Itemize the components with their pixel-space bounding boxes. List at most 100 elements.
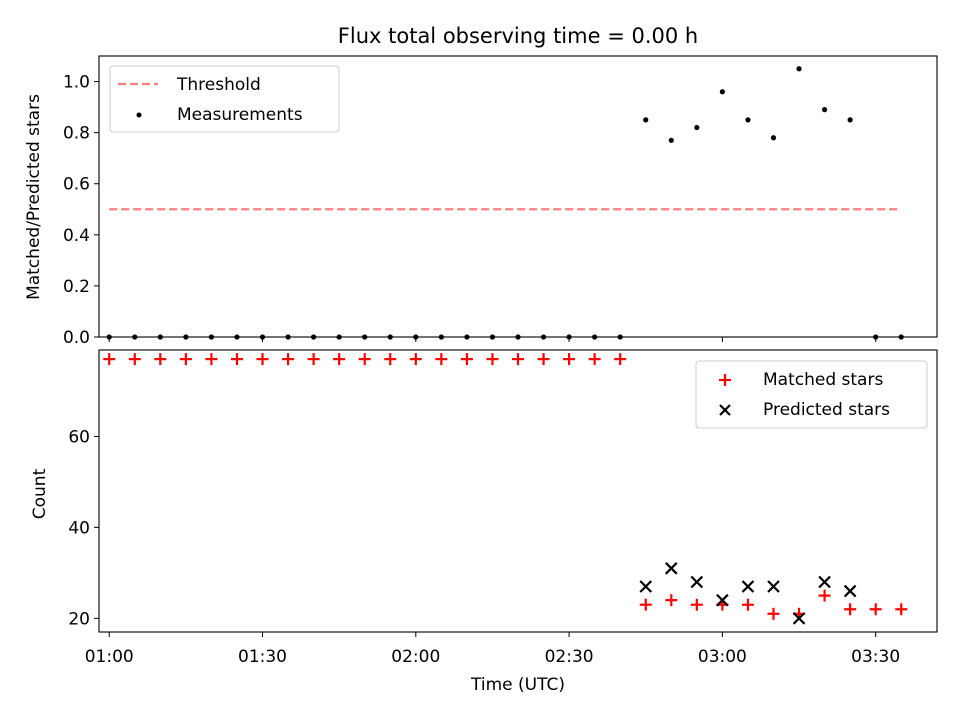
x-marker-b	[690, 575, 704, 589]
x-marker-b	[639, 580, 653, 593]
measurement-point	[387, 334, 393, 340]
matched-star-point	[844, 603, 857, 616]
matched-star-point	[128, 353, 141, 366]
matched-star-point	[588, 353, 601, 366]
measurement-point	[668, 137, 674, 143]
measurement-point	[847, 117, 853, 123]
matched-star-point	[741, 598, 754, 611]
matched-star-point	[282, 353, 295, 366]
measurement-point	[183, 334, 189, 340]
matched-star-point	[460, 353, 473, 366]
measurement-point	[592, 334, 598, 340]
measurement-point	[413, 334, 419, 340]
matched-star-point	[818, 589, 831, 602]
measurement-point	[796, 66, 802, 72]
measurement-point	[821, 107, 828, 113]
matched-star-point	[205, 353, 218, 366]
x-marker-b	[792, 612, 806, 625]
top-legend-box	[109, 65, 340, 133]
measurement-point	[208, 334, 215, 340]
matched-star-point	[767, 607, 780, 620]
measurement-point	[617, 334, 623, 340]
top-y-axis-label: Matched/Predicted stars	[24, 94, 44, 300]
x-marker-b	[665, 562, 678, 575]
legend-matched-swatch	[719, 374, 731, 386]
measurement-point	[515, 334, 521, 340]
x-marker-b	[716, 593, 729, 607]
matched-star-point	[230, 353, 243, 366]
matched-star-point	[665, 594, 678, 607]
measurement-point	[719, 89, 725, 95]
top-y-tick-label: 0.2	[63, 277, 90, 297]
matched-star-point	[179, 353, 192, 366]
top-y-tick-label: 0.4	[63, 226, 90, 246]
x-tick-label: 02:30	[545, 647, 594, 667]
matched-star-point	[154, 353, 167, 366]
legend-measurements-label: Measurements	[177, 105, 303, 125]
measurement-point	[464, 334, 470, 340]
matched-star-point	[486, 353, 499, 366]
measurement-point	[745, 117, 751, 123]
measurement-point	[540, 334, 547, 340]
matched-star-point	[409, 353, 422, 366]
matched-star-point	[256, 353, 269, 366]
top-y-tick-label: 0.8	[63, 124, 90, 144]
bottom-plot-frame	[98, 349, 938, 633]
measurement-point	[132, 334, 138, 340]
matched-star-point	[333, 353, 346, 366]
measurement-point	[566, 334, 572, 340]
x-tick-label: 01:00	[85, 647, 134, 667]
bottom-legend: Matched stars Predicted stars	[695, 360, 928, 429]
predicted-star-point	[665, 562, 678, 575]
bottom-plot: Count Time (UTC)	[30, 349, 938, 695]
predicted-star-point	[716, 593, 729, 607]
legend-predicted-label: Predicted stars	[763, 400, 890, 420]
measurement-point	[694, 124, 700, 131]
measurement-point	[336, 334, 342, 340]
predicted-star-point	[690, 575, 704, 589]
matched-star-point	[358, 353, 371, 366]
legend-measurements-swatch	[136, 112, 142, 118]
bottom-y-tick-label: 40	[68, 518, 90, 538]
measurement-point	[873, 334, 879, 340]
matched-star-point	[307, 353, 320, 366]
measurement-point	[362, 334, 368, 340]
measurement-point	[438, 334, 444, 340]
measurement-point	[259, 334, 266, 340]
measurement-point	[770, 135, 777, 141]
measurement-point	[489, 334, 496, 340]
bottom-y-tick-label: 60	[68, 427, 90, 447]
matched-star-point	[869, 603, 882, 616]
matched-star-point	[614, 353, 627, 366]
legend-predicted-swatch	[719, 404, 731, 416]
measurement-point	[234, 334, 240, 340]
x-marker-b	[843, 584, 857, 598]
legend-matched-label: Matched stars	[763, 370, 883, 390]
measurement-point	[285, 334, 291, 340]
bottom-legend-box	[695, 360, 928, 429]
predicted-star-point	[792, 612, 806, 625]
x-tick-label: 03:00	[698, 647, 747, 667]
measurement-point	[643, 117, 649, 123]
matched-star-point	[512, 353, 524, 366]
x-tick-label: 03:30	[851, 647, 900, 667]
predicted-star-point	[767, 580, 780, 593]
predicted-star-point	[818, 575, 831, 589]
matched-star-point	[690, 598, 703, 611]
x-tick-label: 02:00	[391, 647, 440, 667]
bottom-y-tick-label: 20	[68, 609, 90, 629]
x-marker-b	[741, 580, 755, 593]
matched-star-point	[895, 603, 908, 616]
measurement-point	[898, 334, 904, 340]
measurement-point	[106, 334, 112, 340]
x-tick-label: 01:30	[238, 647, 287, 667]
predicted-star-point	[843, 584, 857, 598]
top-y-tick-label: 0.0	[63, 328, 90, 348]
predicted-star-point	[639, 580, 653, 593]
matched-star-point	[384, 353, 397, 366]
measurement-point	[311, 334, 317, 340]
matched-star-point	[639, 598, 652, 611]
matched-star-point	[435, 353, 448, 366]
matched-star-point	[537, 353, 550, 366]
